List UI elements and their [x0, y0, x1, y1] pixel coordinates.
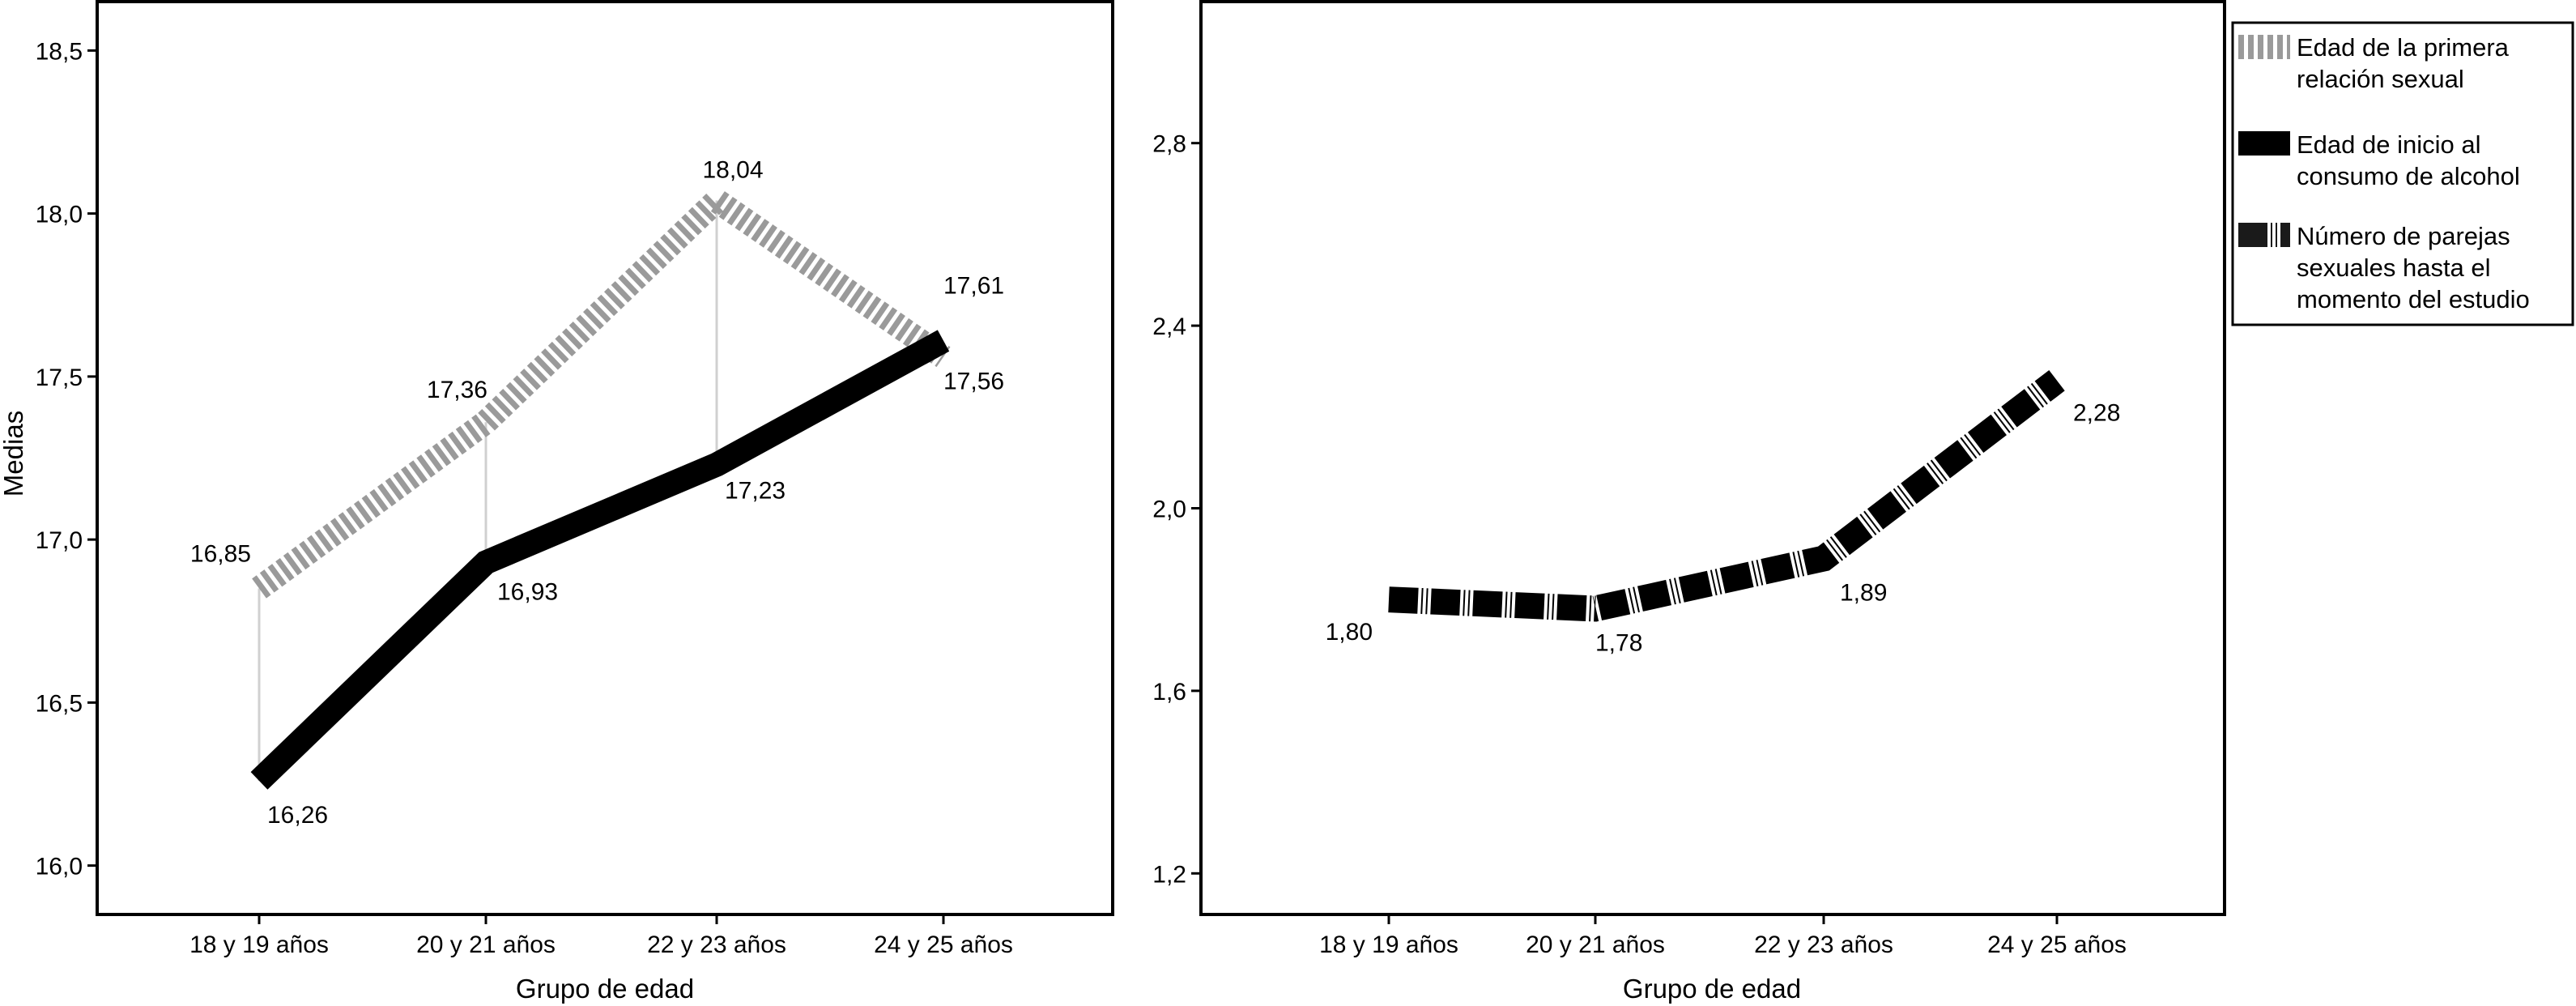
- left-x-axis: 18 y 19 años 20 y 21 años 22 y 23 años 24 y…: [189, 914, 1013, 958]
- series-line-edad-de-la-primera-relacion-sexual: [252, 185, 951, 599]
- legend-label-line2: relación sexual: [2297, 65, 2464, 93]
- data-label: 17,56: [943, 369, 1004, 395]
- left-x-axis-title: Grupo de edad: [516, 974, 694, 1004]
- legend-label-line1: Edad de inicio al: [2297, 130, 2481, 159]
- data-label: 16,26: [267, 802, 328, 829]
- x-tick-label: 20 y 21 años: [416, 931, 556, 958]
- data-label: 16,85: [190, 541, 251, 568]
- legend-item-primera-relacion: Edad de la primera relación sexual: [2238, 33, 2510, 93]
- legend-label-line2: sexuales hasta el: [2297, 254, 2491, 282]
- y-tick-label: 2,4: [1152, 313, 1186, 340]
- x-tick-label: 20 y 21 años: [1526, 931, 1665, 958]
- right-plot-frame: [1199, 0, 2226, 916]
- data-label: 17,61: [943, 273, 1004, 300]
- y-tick-label: 17,0: [36, 527, 83, 554]
- data-label: 1,89: [1840, 579, 1887, 606]
- data-label: 16,93: [497, 578, 558, 605]
- x-tick-label: 24 y 25 años: [874, 931, 1013, 958]
- left-y-axis: 16,0 16,5 17,0 17,5 18,0 18,5: [36, 38, 97, 880]
- right-x-axis-title: Grupo de edad: [1623, 974, 1801, 1004]
- y-tick-label: 18,5: [36, 38, 83, 65]
- right-data-labels: 1,80 1,78 1,89 2,28: [1326, 400, 2121, 657]
- left-series: [250, 185, 951, 790]
- y-tick-label: 16,5: [36, 690, 83, 717]
- data-label: 2,28: [2073, 400, 2120, 427]
- y-tick-label: 2,8: [1152, 131, 1186, 158]
- left-plot-frame: [96, 0, 1114, 916]
- data-label: 17,23: [725, 478, 786, 505]
- series-line-numero-de-parejas-sexuales-hasta-el-momento-del-estudio: [1388, 369, 2065, 622]
- y-tick-label: 2,0: [1152, 496, 1186, 522]
- legend-label-line2: consumo de alcohol: [2297, 162, 2520, 190]
- x-tick-label: 18 y 19 años: [1319, 931, 1458, 958]
- right-series: [1388, 369, 2065, 622]
- data-label: 1,78: [1595, 629, 1642, 656]
- right-chart: 1,2 1,6 2,0 2,4 2,8 18 y 19 años 20 y 21 años…: [1152, 0, 2226, 1004]
- data-label: 17,36: [427, 377, 488, 403]
- series-line-edad-de-inicio-al-consumo-de-alcohol: [250, 330, 950, 790]
- left-data-labels: 16,85 17,36 18,04 17,56 16,26 16,93 17,23 17,61: [190, 157, 1004, 829]
- y-tick-label: 17,5: [36, 364, 83, 391]
- left-connectors: [258, 200, 718, 781]
- x-tick-label: 18 y 19 años: [189, 931, 329, 958]
- data-label: 18,04: [702, 157, 763, 184]
- legend-label-line1: Número de parejas: [2297, 222, 2510, 250]
- left-chart: 16,0 16,5 17,0 17,5 18,0 18,5 18 y 19 años 20 …: [0, 0, 1114, 1004]
- legend-item-alcohol: Edad de inicio al consumo de alcohol: [2238, 130, 2520, 190]
- y-tick-label: 1,6: [1152, 679, 1186, 705]
- legend-label-line3: momento del estudio: [2297, 285, 2530, 313]
- x-tick-label: 22 y 23 años: [647, 931, 786, 958]
- data-label: 1,80: [1326, 619, 1373, 646]
- left-y-axis-title: Medias: [0, 411, 28, 497]
- legend-item-parejas: Número de parejas sexuales hasta el mome…: [2238, 222, 2530, 313]
- x-tick-label: 24 y 25 años: [1987, 931, 2127, 958]
- legend-box: [2231, 21, 2574, 326]
- legend-label-line1: Edad de la primera: [2297, 33, 2510, 62]
- right-y-axis: 1,2 1,6 2,0 2,4 2,8: [1152, 131, 1201, 888]
- y-tick-label: 1,2: [1152, 861, 1186, 888]
- y-tick-label: 16,0: [36, 854, 83, 880]
- x-tick-label: 22 y 23 años: [1754, 931, 1893, 958]
- y-tick-label: 18,0: [36, 202, 83, 228]
- right-x-axis: 18 y 19 años 20 y 21 años 22 y 23 años 24 y…: [1319, 914, 2127, 958]
- legend: Edad de la primera relación sexual Edad …: [2231, 21, 2574, 326]
